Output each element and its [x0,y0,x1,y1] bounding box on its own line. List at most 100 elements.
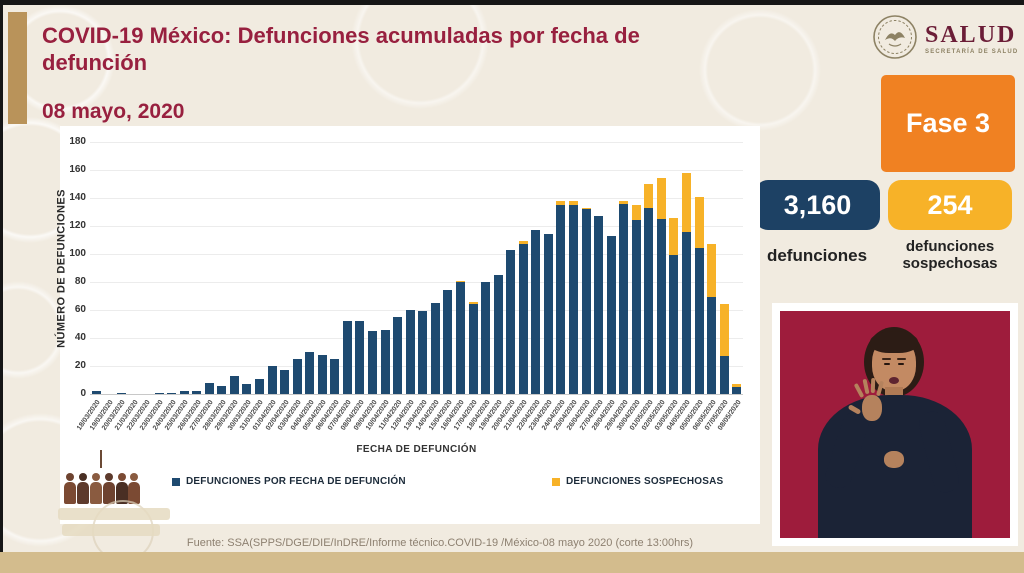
bar-defunciones [280,370,290,394]
gridline [90,198,743,199]
deaths-total-box: 3,160 [755,180,880,230]
bar-defunciones [355,321,365,394]
legend-label: DEFUNCIONES POR FECHA DE DEFUNCIÓN [186,476,406,487]
x-axis-title: FECHA DE DEFUNCIÓN [356,444,477,455]
bar-defunciones [430,303,440,394]
gridline [90,282,743,283]
bar-sospechosas [644,184,654,208]
interpreter-closed-hand [884,451,904,468]
bar-defunciones [305,352,315,394]
legend-swatch-blue-icon [172,477,180,486]
report-date: 08 mayo, 2020 [42,100,185,123]
video-edge-left [0,0,3,573]
suspected-total-label: defunciones sospechosas [902,238,998,272]
gridline [90,226,743,227]
bar-sospechosas [568,200,578,205]
bar-defunciones [732,387,742,394]
bar-defunciones [91,391,101,394]
bar-sospechosas [556,200,566,205]
gridline [90,338,743,339]
video-edge-top [0,0,1024,5]
bar-defunciones [179,391,189,394]
y-tick-label: 140 [69,192,86,203]
bar-sospechosas [468,301,478,305]
gridline [90,170,743,171]
y-tick-label: 0 [80,388,86,399]
y-tick-label: 20 [74,360,86,371]
bar-defunciones [531,230,541,394]
bar-defunciones [317,354,327,394]
legend-label: DEFUNCIONES SOSPECHOSAS [566,476,724,487]
bar-sospechosas [669,217,679,256]
bar-sospechosas [631,205,641,221]
bar-defunciones [518,244,528,394]
gridline [90,142,743,143]
gridline [90,310,743,311]
chart-legend: DEFUNCIONES POR FECHA DE DEFUNCIÓN DEFUN… [90,476,743,490]
heroes-watermark [62,450,142,504]
bar-defunciones [443,290,453,394]
bar-defunciones [342,321,352,394]
bar-defunciones [556,205,566,394]
salud-seal-icon [872,14,918,65]
bar-sospechosas [719,304,729,357]
bar-defunciones [619,203,629,394]
bar-defunciones [468,304,478,394]
bar-defunciones [568,205,578,394]
bar-defunciones [167,392,177,394]
bar-defunciones [455,282,465,394]
y-tick-label: 160 [69,164,86,175]
bar-defunciones [116,392,126,394]
bar-defunciones [669,255,679,394]
gridline [90,366,743,367]
legend-swatch-yellow-icon [552,477,560,486]
bar-sospechosas [694,196,704,249]
bar-defunciones [707,297,717,394]
bar-defunciones [681,231,691,394]
y-tick-label: 80 [74,276,86,287]
bar-sospechosas [518,241,528,245]
plot-area: 0 20 40 60 80 100 120 140 160 180 18/03/2020 19/03/… [69,136,743,432]
bar-defunciones [368,331,378,394]
bar-defunciones [418,311,428,394]
bottom-accent-bar [0,552,1024,573]
salud-subtitle: SECRETARÍA DE SALUD [925,49,1019,55]
bar-defunciones [393,317,403,394]
bar-sospechosas [656,178,666,219]
salud-logo: SALUD SECRETARÍA DE SALUD [872,13,1020,65]
legend-item-defunciones: DEFUNCIONES POR FECHA DE DEFUNCIÓN [172,476,406,487]
sign-language-interpreter-frame [772,303,1018,546]
y-tick-label: 40 [74,332,86,343]
gridline [90,254,743,255]
bar-sospechosas [681,172,691,232]
bar-sospechosas [581,207,591,210]
suspected-total-box: 254 [888,180,1012,230]
bar-defunciones [606,235,616,394]
bar-defunciones [405,310,415,394]
bar-defunciones [204,382,214,394]
bar-defunciones [267,366,277,394]
bar-defunciones [217,385,227,394]
bar-defunciones [242,384,252,394]
sign-language-interpreter-video [780,311,1010,538]
bar-defunciones [543,234,553,394]
y-tick-label: 100 [69,248,86,259]
bar-defunciones [631,220,641,394]
bar-defunciones [380,329,390,394]
bar-defunciones [192,391,202,394]
bar-sospechosas [619,200,629,204]
y-tick-label: 120 [69,220,86,231]
bar-defunciones [719,356,729,394]
phase-badge: Fase 3 [881,75,1015,172]
bar-defunciones [330,359,340,394]
bar-defunciones [292,359,302,394]
title-accent-bar [8,12,27,124]
bar-defunciones [255,378,265,394]
bar-sospechosas [707,244,717,298]
deaths-total-label: defunciones [766,246,868,265]
ghost-wordmark-line [58,508,170,520]
bar-defunciones [594,216,604,394]
bar-defunciones [481,282,491,394]
salud-wordmark: SALUD [925,22,1017,48]
